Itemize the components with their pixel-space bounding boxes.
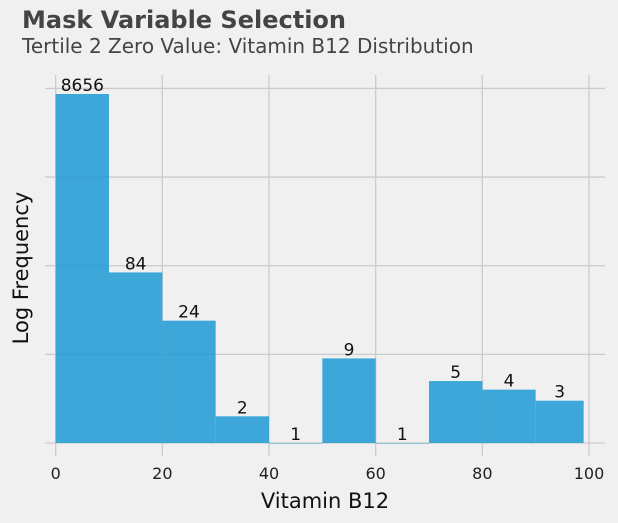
- chart-subtitle: Tertile 2 Zero Value: Vitamin B12 Distri…: [22, 34, 474, 58]
- bar-count-label: 3: [554, 383, 565, 403]
- histogram-bar: [162, 320, 216, 443]
- y-axis-title: Log Frequency: [9, 192, 33, 345]
- x-axis-ticks: 0 20 40 60 80 100: [51, 464, 605, 483]
- x-tick-label: 0: [51, 464, 61, 483]
- histogram-bar: [429, 381, 483, 443]
- bar-count-label: 8656: [61, 76, 104, 96]
- histogram-bars: [55, 94, 584, 444]
- histogram-bar: [55, 94, 109, 443]
- bar-count-label: 9: [344, 340, 355, 360]
- x-tick-label: 20: [152, 464, 172, 483]
- bar-count-label: 4: [504, 372, 515, 392]
- bar-count-label: 84: [125, 254, 147, 274]
- bar-count-label: 1: [290, 425, 301, 445]
- histogram-bar: [482, 389, 536, 443]
- x-axis-title: Vitamin B12: [261, 489, 389, 513]
- histogram-bar: [215, 416, 269, 443]
- histogram-bar: [269, 443, 323, 444]
- histogram-bar: [375, 443, 429, 444]
- chart-title: Mask Variable Selection: [22, 6, 346, 34]
- x-tick-label: 80: [472, 464, 492, 483]
- bar-count-label: 5: [450, 363, 461, 383]
- x-tick-label: 100: [574, 464, 605, 483]
- histogram-bar: [109, 272, 163, 443]
- histogram-bar: [535, 400, 584, 443]
- bar-count-label: 24: [178, 303, 200, 323]
- bar-count-label: 1: [397, 425, 408, 445]
- bar-count-labels: 8656 84 24 2 1 9 1 5 4 3: [61, 76, 565, 445]
- bar-count-label: 2: [237, 398, 248, 418]
- histogram-bar: [322, 358, 376, 443]
- x-tick-label: 40: [259, 464, 279, 483]
- x-tick-label: 60: [365, 464, 385, 483]
